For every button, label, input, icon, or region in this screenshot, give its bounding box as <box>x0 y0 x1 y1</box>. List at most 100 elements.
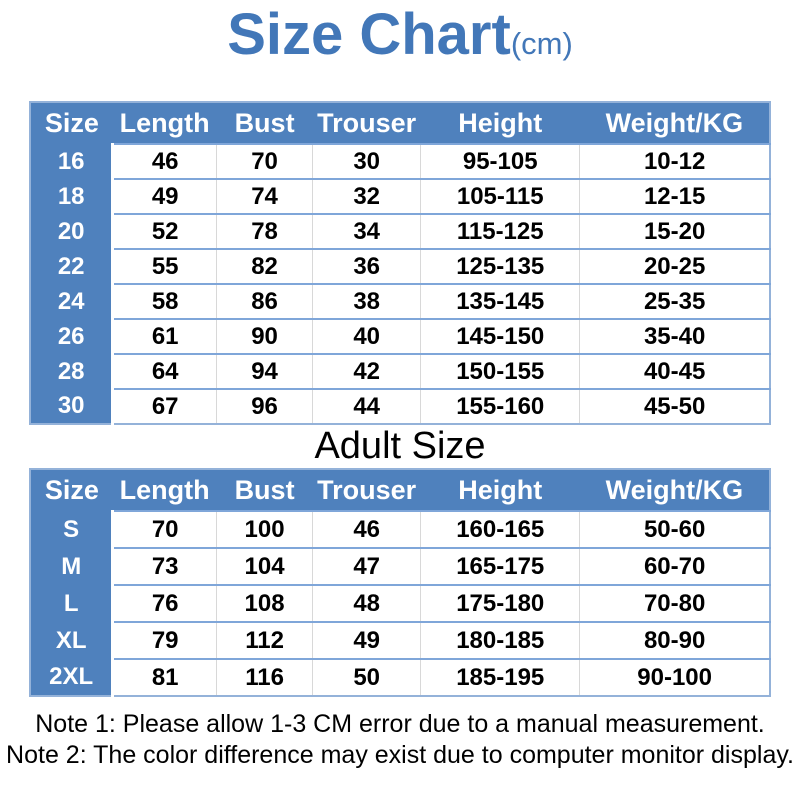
value-cell: 115-125 <box>420 213 580 249</box>
size-cell: L <box>30 585 115 622</box>
table-body: 16 46 70 30 95-105 10-12 18 49 74 32 105-115 12-15 2… <box>30 143 770 424</box>
table-row: 28 64 94 42 150-155 40-45 <box>30 353 770 389</box>
value-cell: 180-185 <box>420 621 580 659</box>
column-header: Weight/KG <box>579 102 770 144</box>
value-cell: 60-70 <box>579 547 770 585</box>
header-row: Size Length Bust Trouser Height Weight/KG <box>30 469 770 511</box>
value-cell: 125-135 <box>420 248 580 284</box>
column-header: Height <box>420 469 580 511</box>
table-row: M 73 104 47 165-175 60-70 <box>30 547 770 585</box>
value-cell: 90 <box>215 318 313 354</box>
value-cell: 70 <box>215 143 313 179</box>
value-cell: 116 <box>215 658 313 696</box>
value-cell: 35-40 <box>579 318 770 354</box>
value-cell: 58 <box>112 283 217 319</box>
value-cell: 20-25 <box>579 248 770 284</box>
value-cell: 49 <box>312 621 421 659</box>
size-cell: 2XL <box>30 659 115 696</box>
value-cell: 105-115 <box>420 178 580 214</box>
column-header: Weight/KG <box>579 469 770 511</box>
size-cell: M <box>30 548 115 585</box>
value-cell: 15-20 <box>579 213 770 249</box>
column-header: Bust <box>216 469 313 511</box>
note-line-2: Note 2: The color difference may exist d… <box>6 741 794 769</box>
value-cell: 25-35 <box>579 283 770 319</box>
value-cell: 45-50 <box>579 388 770 424</box>
size-cell: S <box>30 511 115 548</box>
table-row: 24 58 86 38 135-145 25-35 <box>30 283 770 319</box>
value-cell: 165-175 <box>420 547 580 585</box>
value-cell: 64 <box>112 353 217 389</box>
size-cell: 28 <box>30 354 115 389</box>
column-header: Trouser <box>312 102 421 144</box>
table-row: L 76 108 48 175-180 70-80 <box>30 584 770 622</box>
value-cell: 10-12 <box>579 143 770 179</box>
value-cell: 112 <box>215 621 313 659</box>
value-cell: 49 <box>112 178 217 214</box>
value-cell: 155-160 <box>420 388 580 424</box>
value-cell: 67 <box>112 388 217 424</box>
value-cell: 76 <box>112 584 217 622</box>
value-cell: 70 <box>112 510 217 548</box>
value-cell: 52 <box>112 213 217 249</box>
value-cell: 175-180 <box>420 584 580 622</box>
value-cell: 36 <box>312 248 421 284</box>
size-cell: 26 <box>30 319 115 354</box>
value-cell: 32 <box>312 178 421 214</box>
column-header: Trouser <box>312 469 421 511</box>
value-cell: 78 <box>215 213 313 249</box>
size-cell: 20 <box>30 214 115 249</box>
value-cell: 50-60 <box>579 510 770 548</box>
size-cell: 22 <box>30 249 115 284</box>
value-cell: 100 <box>215 510 313 548</box>
value-cell: 81 <box>112 658 217 696</box>
table-head: Size Length Bust Trouser Height Weight/KG <box>30 102 770 144</box>
column-header: Height <box>420 102 580 144</box>
header-row: Size Length Bust Trouser Height Weight/KG <box>30 102 770 144</box>
value-cell: 108 <box>215 584 313 622</box>
value-cell: 185-195 <box>420 658 580 696</box>
value-cell: 135-145 <box>420 283 580 319</box>
value-cell: 73 <box>112 547 217 585</box>
value-cell: 47 <box>312 547 421 585</box>
adult-size-heading: Adult Size <box>314 425 486 467</box>
table-row: 18 49 74 32 105-115 12-15 <box>30 178 770 214</box>
page-title-text: Size Chart <box>227 2 511 67</box>
value-cell: 104 <box>215 547 313 585</box>
notes-section: Note 1: Please allow 1-3 CM error due to… <box>0 709 800 771</box>
column-header: Size <box>30 102 113 144</box>
value-cell: 40 <box>312 318 421 354</box>
value-cell: 82 <box>215 248 313 284</box>
table-row: 22 55 82 36 125-135 20-25 <box>30 248 770 284</box>
table-body: S 70 100 46 160-165 50-60 M 73 104 47 165-175 60-70… <box>30 510 770 696</box>
value-cell: 70-80 <box>579 584 770 622</box>
adult-size-table: Size Length Bust Trouser Height Weight/KG S 70 1… <box>29 468 771 697</box>
size-cell: 30 <box>30 389 115 424</box>
column-header: Length <box>112 469 217 511</box>
table-row: 30 67 96 44 155-160 45-50 <box>30 388 770 424</box>
value-cell: 46 <box>312 510 421 548</box>
value-cell: 150-155 <box>420 353 580 389</box>
value-cell: 48 <box>312 584 421 622</box>
value-cell: 30 <box>312 143 421 179</box>
value-cell: 46 <box>112 143 217 179</box>
size-cell: XL <box>30 622 115 659</box>
column-header: Size <box>30 469 113 511</box>
value-cell: 61 <box>112 318 217 354</box>
column-header: Length <box>112 102 217 144</box>
value-cell: 44 <box>312 388 421 424</box>
value-cell: 38 <box>312 283 421 319</box>
value-cell: 94 <box>215 353 313 389</box>
value-cell: 80-90 <box>579 621 770 659</box>
page-title-unit: (cm) <box>510 26 573 61</box>
value-cell: 145-150 <box>420 318 580 354</box>
value-cell: 160-165 <box>420 510 580 548</box>
table-row: 2XL 81 116 50 185-195 90-100 <box>30 658 770 696</box>
value-cell: 96 <box>215 388 313 424</box>
size-cell: 24 <box>30 284 115 319</box>
value-cell: 74 <box>215 178 313 214</box>
table-row: S 70 100 46 160-165 50-60 <box>30 510 770 548</box>
value-cell: 86 <box>215 283 313 319</box>
size-cell: 16 <box>30 144 115 179</box>
value-cell: 79 <box>112 621 217 659</box>
